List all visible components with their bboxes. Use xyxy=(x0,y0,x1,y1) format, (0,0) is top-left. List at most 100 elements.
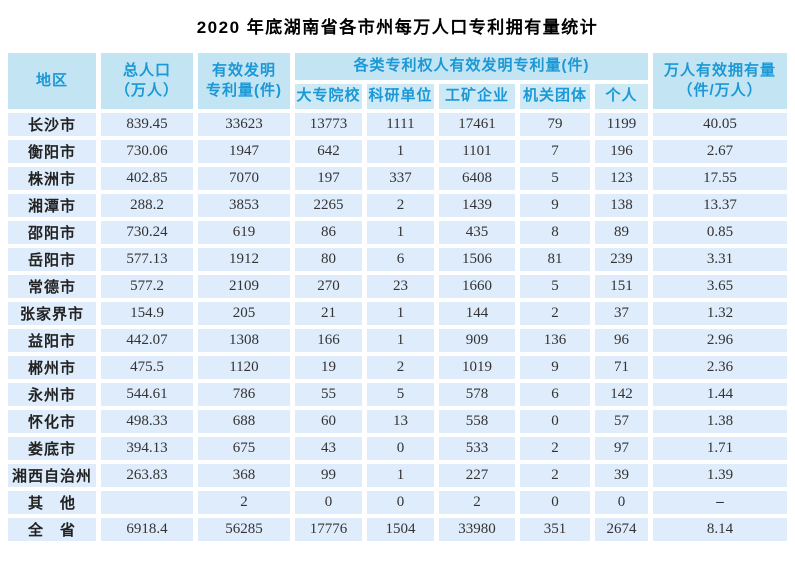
data-cell: 1.32 xyxy=(653,302,788,325)
data-cell: – xyxy=(653,491,788,514)
data-cell: 6408 xyxy=(438,167,515,190)
data-cell: 533 xyxy=(438,437,515,460)
data-cell: 13.37 xyxy=(653,194,788,217)
data-cell: 0.85 xyxy=(653,221,788,244)
data-cell: 1912 xyxy=(197,248,290,271)
table-row: 衡阳市 730.06 1947 642 1 1101 7 196 2.67 xyxy=(7,140,788,163)
data-cell: 151 xyxy=(594,275,649,298)
region-label: 湘潭市 xyxy=(7,194,96,217)
table-row: 郴州市 475.5 1120 19 2 1019 9 71 2.36 xyxy=(7,356,788,379)
data-cell: 3.31 xyxy=(653,248,788,271)
data-cell: 1308 xyxy=(197,329,290,352)
data-cell: 40.05 xyxy=(653,113,788,136)
data-cell: 1439 xyxy=(438,194,515,217)
header-per-capita: 万人有效拥有量 （件/万人） xyxy=(653,53,788,109)
data-cell: 394.13 xyxy=(100,437,193,460)
data-cell: 619 xyxy=(197,221,290,244)
data-cell: 288.2 xyxy=(100,194,193,217)
data-cell: 17776 xyxy=(294,518,362,541)
data-cell: 7070 xyxy=(197,167,290,190)
data-cell: 0 xyxy=(519,491,590,514)
header-subcol-colleges: 大专院校 xyxy=(294,84,362,109)
data-cell: 2.96 xyxy=(653,329,788,352)
page-title: 2020 年底湖南省各市州每万人口专利拥有量统计 xyxy=(196,18,599,37)
data-cell: 1947 xyxy=(197,140,290,163)
table-row: 湘西自治州 263.83 368 99 1 227 2 39 1.39 xyxy=(7,464,788,487)
data-cell: 1.39 xyxy=(653,464,788,487)
data-cell: 3853 xyxy=(197,194,290,217)
data-cell: 498.33 xyxy=(100,410,193,433)
table-body: 长沙市 839.45 33623 13773 1111 17461 79 1199 40.05 衡… xyxy=(7,113,788,541)
data-cell: 577.13 xyxy=(100,248,193,271)
data-cell: 0 xyxy=(519,410,590,433)
region-label: 株洲市 xyxy=(7,167,96,190)
data-cell: 839.45 xyxy=(100,113,193,136)
data-cell: 351 xyxy=(519,518,590,541)
data-cell: 9 xyxy=(519,194,590,217)
data-cell: 57 xyxy=(594,410,649,433)
data-cell: 368 xyxy=(197,464,290,487)
data-cell: 89 xyxy=(594,221,649,244)
data-cell: 37 xyxy=(594,302,649,325)
data-cell: 1019 xyxy=(438,356,515,379)
table-row: 益阳市 442.07 1308 166 1 909 136 96 2.96 xyxy=(7,329,788,352)
data-cell: 688 xyxy=(197,410,290,433)
data-cell: 33623 xyxy=(197,113,290,136)
data-cell: 60 xyxy=(294,410,362,433)
data-cell: 1 xyxy=(366,140,434,163)
data-cell: 2674 xyxy=(594,518,649,541)
data-cell: 6 xyxy=(519,383,590,406)
data-cell: 0 xyxy=(366,437,434,460)
data-cell: 2 xyxy=(519,437,590,460)
data-cell: 99 xyxy=(294,464,362,487)
data-cell: 2 xyxy=(366,194,434,217)
header-subcol-organs: 机关团体 xyxy=(519,84,590,109)
data-cell: 435 xyxy=(438,221,515,244)
data-cell: 123 xyxy=(594,167,649,190)
header-subcol-research: 科研单位 xyxy=(366,84,434,109)
data-cell: 17.55 xyxy=(653,167,788,190)
data-cell: 402.85 xyxy=(100,167,193,190)
data-cell: 786 xyxy=(197,383,290,406)
data-cell: 21 xyxy=(294,302,362,325)
table-row: 全 省 6918.4 56285 17776 1504 33980 351 2674 8.14 xyxy=(7,518,788,541)
header-row-sub: 大专院校 科研单位 工矿企业 机关团体 个人 xyxy=(8,84,787,109)
header-valid-patents: 有效发明 专利量(件) xyxy=(197,53,290,109)
data-cell: 5 xyxy=(366,383,434,406)
patent-statistics-table: 地区 总人口 （万人） 有效发明 专利量(件) 各类专利权人有效发明专利量(件)… xyxy=(3,49,792,545)
data-cell: 1506 xyxy=(438,248,515,271)
data-cell: 239 xyxy=(594,248,649,271)
header-population: 总人口 （万人） xyxy=(100,53,193,109)
data-cell: 1660 xyxy=(438,275,515,298)
data-cell: 2 xyxy=(519,464,590,487)
data-cell: 79 xyxy=(519,113,590,136)
data-cell: 5 xyxy=(519,167,590,190)
data-cell: 2 xyxy=(366,356,434,379)
table-row: 湘潭市 288.2 3853 2265 2 1439 9 138 13.37 xyxy=(7,194,788,217)
region-label: 邵阳市 xyxy=(7,221,96,244)
data-cell: 1.71 xyxy=(653,437,788,460)
region-label: 张家界市 xyxy=(7,302,96,325)
header-patent-holder-group: 各类专利权人有效发明专利量(件) xyxy=(294,53,649,80)
data-cell: 196 xyxy=(594,140,649,163)
region-label: 永州市 xyxy=(7,383,96,406)
data-cell: 6 xyxy=(366,248,434,271)
data-cell: 1.44 xyxy=(653,383,788,406)
region-label: 常德市 xyxy=(7,275,96,298)
region-label: 娄底市 xyxy=(7,437,96,460)
data-cell: 8.14 xyxy=(653,518,788,541)
data-cell: 19 xyxy=(294,356,362,379)
data-cell: 97 xyxy=(594,437,649,460)
data-cell: 96 xyxy=(594,329,649,352)
data-cell: 2 xyxy=(197,491,290,514)
table-row: 张家界市 154.9 205 21 1 144 2 37 1.32 xyxy=(7,302,788,325)
table-row: 娄底市 394.13 675 43 0 533 2 97 1.71 xyxy=(7,437,788,460)
data-cell: 43 xyxy=(294,437,362,460)
data-cell: 1120 xyxy=(197,356,290,379)
data-cell: 1 xyxy=(366,302,434,325)
table-row: 怀化市 498.33 688 60 13 558 0 57 1.38 xyxy=(7,410,788,433)
data-cell: 442.07 xyxy=(100,329,193,352)
data-cell: 263.83 xyxy=(100,464,193,487)
data-cell: 270 xyxy=(294,275,362,298)
